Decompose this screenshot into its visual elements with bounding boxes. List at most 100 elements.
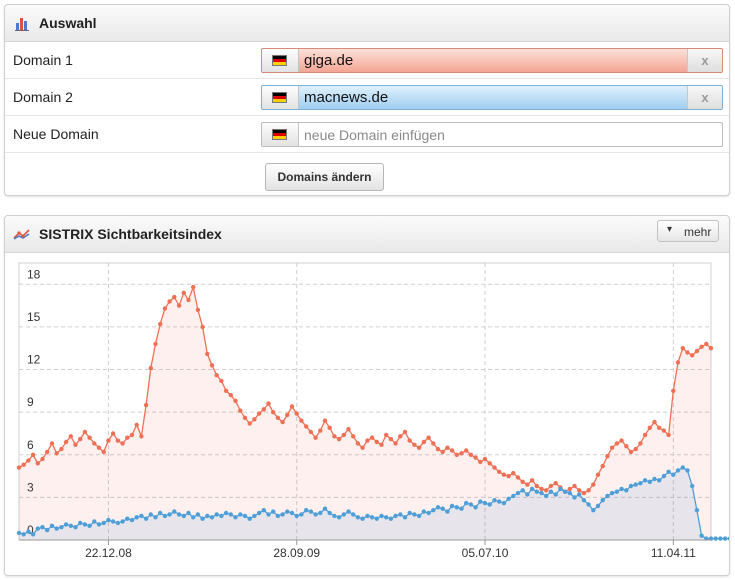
new-domain-placeholder: neue Domain einfügen: [304, 127, 445, 143]
data-point: [351, 434, 356, 439]
data-point: [346, 509, 351, 514]
country-flag-button[interactable]: [262, 49, 299, 72]
data-point: [388, 516, 394, 521]
data-point: [704, 341, 709, 347]
data-point: [256, 411, 262, 416]
data-point: [445, 445, 450, 450]
y-tick-label: 0: [27, 523, 34, 537]
data-point: [384, 515, 389, 520]
data-point: [614, 441, 620, 446]
data-point: [73, 442, 78, 447]
data-point: [35, 526, 40, 531]
data-point: [506, 496, 511, 501]
data-point: [54, 526, 59, 531]
domain-2-field[interactable]: macnews.de x: [261, 85, 723, 110]
data-point: [713, 536, 718, 541]
data-point: [191, 284, 196, 290]
data-point: [59, 525, 64, 530]
data-point: [172, 294, 177, 300]
data-point: [280, 419, 285, 425]
data-point: [544, 493, 549, 499]
data-point: [271, 410, 276, 415]
data-point: [412, 512, 417, 517]
data-point: [110, 519, 116, 524]
data-point: [294, 513, 299, 519]
clear-domain-1-button[interactable]: x: [687, 49, 722, 72]
data-point: [647, 479, 652, 484]
data-point: [591, 508, 596, 513]
data-point: [482, 456, 488, 462]
data-point: [520, 488, 525, 493]
data-point: [125, 435, 130, 440]
data-point: [694, 508, 700, 513]
data-point: [464, 500, 469, 506]
data-point: [511, 471, 516, 476]
selection-panel-title: Auswahl: [39, 15, 97, 31]
data-point: [619, 486, 624, 492]
data-point: [454, 452, 459, 457]
data-point: [106, 438, 111, 443]
data-point: [167, 512, 172, 517]
data-point: [468, 502, 474, 507]
data-point: [591, 482, 596, 487]
data-point: [614, 489, 620, 494]
data-point: [195, 307, 201, 313]
data-point: [209, 363, 215, 368]
data-point: [680, 465, 685, 470]
more-label: mehr: [684, 225, 712, 239]
data-point: [247, 421, 252, 426]
domain-1-row: Domain 1 giga.de x: [5, 42, 729, 79]
data-point: [431, 508, 436, 513]
country-flag-button[interactable]: [262, 86, 299, 109]
data-point: [497, 499, 502, 504]
data-point: [205, 513, 210, 519]
data-point: [158, 321, 163, 327]
y-tick-label: 15: [27, 310, 41, 324]
data-point: [101, 520, 106, 526]
data-point: [374, 516, 379, 521]
data-point: [101, 449, 106, 455]
clear-domain-2-button[interactable]: x: [687, 86, 722, 109]
data-point: [369, 435, 375, 440]
data-point: [525, 492, 530, 497]
data-point: [233, 515, 238, 520]
data-point: [558, 486, 563, 492]
data-point: [690, 483, 695, 489]
data-point: [238, 512, 243, 517]
data-point: [699, 533, 704, 538]
data-point: [661, 473, 667, 479]
data-point: [624, 444, 629, 449]
data-point: [223, 388, 229, 393]
x-tick-label: 22.12.08: [85, 546, 132, 560]
data-point: [454, 505, 459, 510]
data-point: [407, 510, 412, 516]
data-point: [600, 498, 605, 503]
data-point: [482, 500, 488, 506]
data-point: [464, 448, 469, 453]
data-point: [525, 482, 530, 487]
data-point: [181, 513, 186, 519]
domain-2-value: macnews.de: [304, 89, 389, 106]
data-point: [68, 434, 73, 439]
data-point: [110, 431, 116, 436]
data-point: [379, 513, 384, 519]
data-point: [421, 439, 426, 445]
data-point: [134, 422, 139, 428]
data-point: [680, 346, 685, 351]
data-point: [275, 513, 281, 519]
data-point: [341, 432, 346, 438]
data-point: [308, 429, 314, 435]
data-point: [139, 434, 144, 439]
new-domain-input[interactable]: neue Domain einfügen: [261, 122, 723, 147]
change-domains-button[interactable]: Domains ändern: [265, 163, 384, 191]
more-dropdown-button[interactable]: ▾ mehr: [657, 220, 719, 242]
data-point: [176, 303, 182, 308]
data-point: [633, 446, 638, 452]
country-flag-button[interactable]: [262, 123, 299, 146]
data-point: [162, 306, 168, 311]
data-point: [318, 510, 323, 516]
data-point: [186, 297, 191, 303]
data-point: [214, 373, 219, 378]
data-point: [162, 513, 168, 519]
domain-1-field[interactable]: giga.de x: [261, 48, 723, 73]
